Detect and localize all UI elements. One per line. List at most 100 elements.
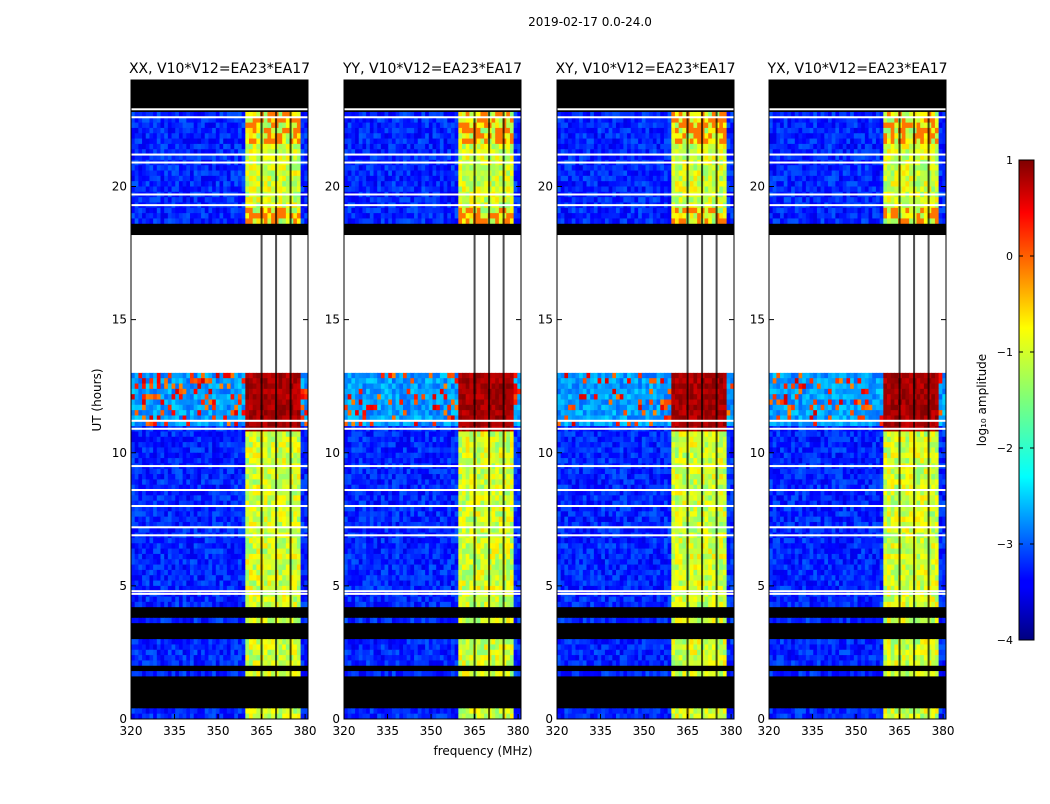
heatmap-cell [282,474,286,480]
heatmap-cell [172,197,176,203]
heatmap-cell [238,431,242,437]
heatmap-cell [301,139,305,145]
heatmap-cell [355,139,359,145]
heatmap-cell [436,378,440,384]
heatmap-cell [205,639,209,645]
heatmap-cell [249,437,253,443]
heatmap-cell [142,650,146,656]
heatmap-cell [172,218,176,224]
heatmap-cell [131,575,135,581]
heatmap-row [131,394,309,400]
heatmap-cell [495,139,499,145]
heatmap-cell [161,123,165,129]
heatmap-cell [138,671,142,677]
heatmap-cell [168,187,172,193]
heatmap-cell [264,139,268,145]
heatmap-cell [231,644,235,650]
heatmap-cell [205,437,209,443]
heatmap-cell [271,128,275,134]
heatmap-cell [131,474,135,480]
heatmap-cell [186,570,190,576]
heatmap-cell [190,597,194,603]
heatmap-cell [249,597,253,603]
heatmap-cell [149,565,153,571]
heatmap-cell [212,655,216,661]
heatmap-cell [186,660,190,666]
heatmap-cell [392,373,396,379]
heatmap-cell [131,176,135,182]
heatmap-cell [351,378,355,384]
heatmap-cell [175,213,179,219]
heatmap-cell [135,458,139,464]
heatmap-cell [138,458,142,464]
heatmap-cell [138,618,142,624]
heatmap-cell [131,469,135,475]
heatmap-cell [429,373,433,379]
heatmap-cell [175,394,179,400]
heatmap-cell [201,181,205,187]
heatmap-cell [216,549,220,555]
heatmap-cell [264,458,268,464]
heatmap-cell [399,187,403,193]
heatmap-cell [157,447,161,453]
heatmap-cell [205,543,209,549]
heatmap-cell [172,469,176,475]
heatmap-cell [146,639,150,645]
heatmap-cell [205,575,209,581]
heatmap-cell [135,543,139,549]
heatmap-cell [286,442,290,448]
heatmap-row [344,384,522,390]
heatmap-cell [146,708,150,714]
heatmap-cell [245,133,249,139]
heatmap-cell [157,410,161,416]
heatmap-cell [499,213,503,219]
heatmap-cell [425,218,429,224]
heatmap-cell [466,171,470,177]
heatmap-cell [223,128,227,134]
heatmap-cell [172,213,176,219]
heatmap-cell [157,405,161,411]
heatmap-cell [208,570,212,576]
heatmap-cell [495,218,499,224]
heatmap-cell [462,171,466,177]
heatmap-cell [142,208,146,214]
heatmap-cell [403,133,407,139]
heatmap-cell [234,708,238,714]
heatmap-cell [142,176,146,182]
heatmap-cell [161,650,165,656]
heatmap-cell [370,144,374,150]
heatmap-cell [183,559,187,565]
heatmap-cell [282,213,286,219]
heatmap-cell [421,394,425,400]
heatmap-cell [279,644,283,650]
heatmap-cell [183,543,187,549]
heatmap-cell [286,400,290,406]
heatmap-cell [149,384,153,390]
heatmap-cell [514,197,518,203]
heatmap-cell [164,554,168,560]
heatmap-cell [161,133,165,139]
heatmap-cell [444,197,448,203]
heatmap-cell [510,197,514,203]
heatmap-cell [149,378,153,384]
heatmap-cell [388,128,392,134]
heatmap-cell [359,187,363,193]
heatmap-cell [495,123,499,129]
heatmap-cell [381,128,385,134]
heatmap-cell [208,511,212,517]
heatmap-cell [495,378,499,384]
heatmap-cell [370,176,374,182]
heatmap-cell [466,176,470,182]
heatmap-cell [510,165,514,171]
heatmap-cell [396,139,400,145]
heatmap-cell [208,208,212,214]
heatmap-cell [366,378,370,384]
heatmap-cell [190,405,194,411]
flag-white-line [131,534,308,536]
heatmap-cell [506,373,510,379]
heatmap-cell [172,543,176,549]
heatmap-cell [142,570,146,576]
heatmap-cell [179,447,183,453]
heatmap-cell [256,660,260,666]
heatmap-cell [175,660,179,666]
